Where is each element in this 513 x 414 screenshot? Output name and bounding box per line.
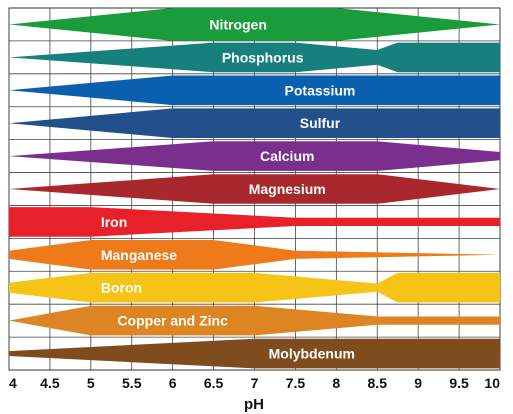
- band-label-sulfur: Sulfur: [300, 115, 341, 131]
- x-tick-label: 9.5: [449, 375, 469, 391]
- x-tick-label: 4: [9, 375, 17, 391]
- band-label-potassium: Potassium: [285, 82, 356, 98]
- x-tick-label: 8.5: [368, 375, 388, 391]
- band-label-molybdenum: Molybdenum: [269, 346, 355, 362]
- band-label-iron: Iron: [101, 214, 127, 230]
- band-nitrogen: [9, 8, 500, 41]
- x-tick-label: 5: [87, 375, 95, 391]
- band-label-boron: Boron: [101, 280, 142, 296]
- band-label-manganese: Manganese: [101, 247, 177, 263]
- band-potassium: [9, 75, 500, 106]
- nutrient-bands: [9, 8, 500, 369]
- band-label-copper-and-zinc: Copper and Zinc: [117, 313, 228, 329]
- band-molybdenum: [9, 338, 500, 369]
- band-sulfur: [9, 108, 500, 138]
- band-label-magnesium: Magnesium: [249, 181, 326, 197]
- band-boron: [9, 272, 500, 303]
- band-iron: [9, 207, 500, 237]
- band-manganese: [9, 240, 500, 270]
- band-calcium: [9, 141, 500, 171]
- band-label-phosphorus: Phosphorus: [222, 49, 304, 65]
- x-tick-label: 7: [251, 375, 259, 391]
- x-tick-label: 6.5: [204, 375, 224, 391]
- x-tick-label: 10: [484, 375, 500, 391]
- band-label-calcium: Calcium: [260, 148, 314, 164]
- x-axis-title: pH: [244, 396, 264, 413]
- x-tick-label: 8: [332, 375, 340, 391]
- band-labels: Nitrogen Phosphorus Potassium Sulfur Calcium…: [101, 16, 356, 361]
- band-copper-and-zinc: [9, 305, 500, 336]
- band-phosphorus: [9, 42, 500, 73]
- band-label-nitrogen: Nitrogen: [209, 16, 267, 32]
- x-axis-ticks: 4 4.5 5 5.5 6 6.5 7 7.5 8 8.5 9 9.5 10: [9, 375, 500, 391]
- x-tick-label: 9: [414, 375, 422, 391]
- band-magnesium: [9, 174, 500, 204]
- x-tick-label: 7.5: [286, 375, 306, 391]
- x-tick-label: 5.5: [122, 375, 142, 391]
- x-tick-label: 6: [169, 375, 177, 391]
- x-tick-label: 4.5: [40, 375, 60, 391]
